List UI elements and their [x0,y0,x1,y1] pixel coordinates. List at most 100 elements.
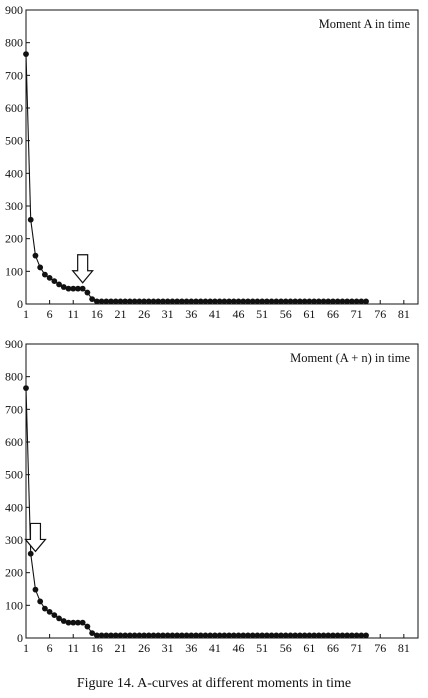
data-point [268,298,275,305]
data-point [226,298,232,305]
data-point [136,298,143,305]
data-point [230,298,237,305]
data-point [235,298,242,305]
series-line [25,388,367,636]
data-point [70,285,77,292]
data-point [221,632,228,639]
x-tick-label: 61 [303,641,315,655]
data-point [23,51,29,57]
data-point [41,605,48,612]
data-point [155,632,162,639]
data-point [320,298,327,305]
plot-frame [25,343,419,639]
data-point [160,632,166,639]
data-point [202,298,209,305]
data-point [344,298,351,305]
data-point [334,298,341,305]
x-tick-label: 76 [374,307,386,321]
data-point [46,608,53,615]
data-point [79,619,86,626]
data-point [164,298,171,305]
data-point [259,632,266,639]
data-point [122,298,129,305]
x-tick-label: 21 [114,307,126,321]
data-point [89,630,96,636]
data-point [230,632,237,639]
data-point [358,632,365,639]
data-point [169,632,176,639]
data-point [212,632,218,639]
x-tick-label: 66 [327,307,339,321]
data-point [278,298,284,305]
data-point [112,632,119,639]
data-point [183,632,190,639]
data-point [136,632,143,639]
data-point [131,298,138,305]
data-point [245,632,251,639]
data-point [51,278,58,285]
data-point [287,632,294,639]
data-point [150,632,157,639]
x-tick-label: 26 [138,307,150,321]
data-point [141,632,147,639]
data-point [145,632,152,639]
data-point [131,632,138,639]
data-point [344,632,351,639]
data-point [117,298,124,305]
x-tick-label: 41 [209,641,221,655]
x-tick-label: 36 [185,307,197,321]
data-point [363,298,369,305]
data-point [226,632,232,639]
data-point [334,632,341,639]
data-point [65,285,72,292]
data-point [292,298,299,305]
data-point [297,298,303,305]
data-point [65,619,72,626]
data-point [178,298,185,305]
series-line [25,54,367,302]
data-point [301,298,308,305]
data-point [273,632,280,639]
data-point [32,252,39,259]
x-tick-label: 71 [351,641,363,655]
data-point [174,632,181,639]
data-point [311,632,317,639]
data-point [240,632,247,639]
x-tick-label: 56 [280,307,292,321]
x-tick-label: 6 [47,641,53,655]
x-tick-label: 1 [23,307,29,321]
data-point [56,615,62,622]
data-point [278,632,284,639]
y-tick-label: 200 [5,566,23,580]
data-point [292,632,299,639]
data-point [249,632,256,639]
x-tick-label: 6 [47,307,53,321]
data-point [23,385,29,391]
y-tick-label: 100 [5,264,23,278]
y-tick-label: 800 [5,370,23,384]
data-point [160,298,166,305]
y-tick-label: 0 [17,631,23,645]
data-point [306,298,313,305]
x-tick-label: 46 [233,307,245,321]
data-point [155,298,162,305]
y-tick-label: 500 [5,468,23,482]
plot-frame [25,9,419,305]
x-tick-label: 26 [138,641,150,655]
data-point [98,632,105,639]
y-tick-label: 700 [5,402,23,416]
data-point [297,632,303,639]
data-point [197,632,204,639]
x-tick-label: 41 [209,307,221,321]
data-point [348,298,355,305]
data-point [263,298,270,305]
data-point [273,298,280,305]
data-point [89,296,96,302]
down-arrow-icon [24,522,47,553]
data-point [84,623,91,630]
data-point [127,632,133,639]
data-point [103,632,110,639]
data-point [117,632,124,639]
data-point [164,632,171,639]
